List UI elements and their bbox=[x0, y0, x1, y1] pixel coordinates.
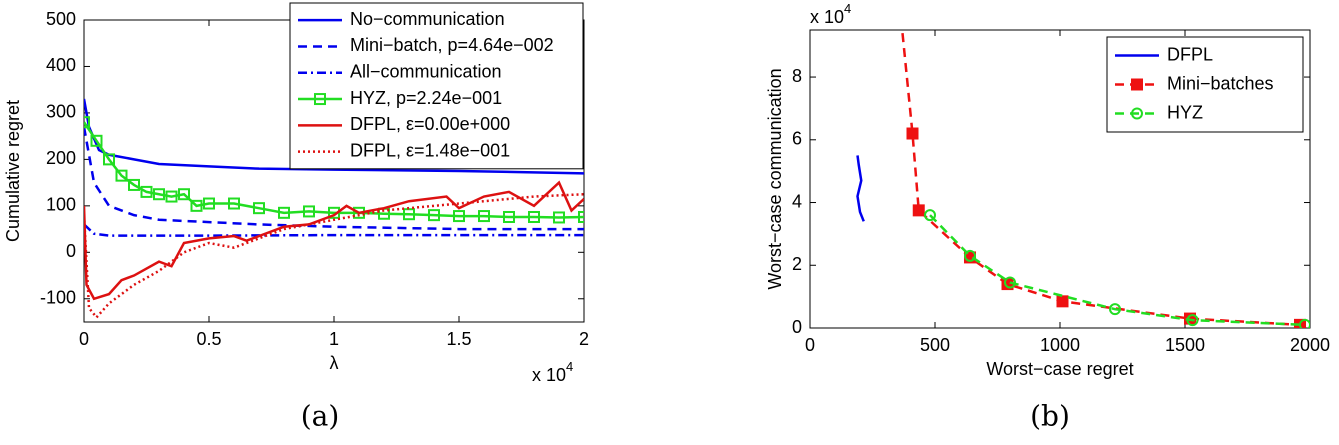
series-marker bbox=[278, 206, 290, 219]
legend-marker bbox=[314, 93, 326, 106]
series-marker bbox=[1299, 318, 1310, 328]
legend-label: No−communication bbox=[350, 9, 505, 29]
series-marker bbox=[303, 205, 315, 218]
series-marker bbox=[964, 249, 976, 262]
caption: (a) bbox=[301, 400, 340, 433]
series-marker bbox=[1056, 295, 1069, 308]
y-tick-label: 8 bbox=[792, 66, 802, 86]
series-marker bbox=[912, 204, 925, 217]
scale-exponent: 4 bbox=[566, 359, 573, 374]
x-tick-label: 500 bbox=[920, 335, 950, 355]
series-marker bbox=[103, 153, 115, 166]
series-marker bbox=[906, 127, 919, 140]
legend-label: DFPL, ε=1.48e−001 bbox=[350, 140, 510, 160]
y-tick-label: 400 bbox=[46, 55, 76, 75]
series-marker bbox=[203, 197, 215, 210]
series-marker bbox=[1186, 314, 1199, 327]
series-marker bbox=[190, 199, 203, 212]
scale-exponent: 4 bbox=[844, 1, 851, 16]
x-tick-label: 2 bbox=[579, 329, 589, 349]
series-marker bbox=[115, 169, 128, 182]
y-tick-label: 2 bbox=[792, 254, 802, 274]
scale-base: x 10 bbox=[810, 7, 844, 27]
legend-label: HYZ, p=2.24e−001 bbox=[350, 88, 502, 108]
x-axis-label: Worst−case regret bbox=[986, 359, 1133, 379]
caption: (b) bbox=[1030, 400, 1070, 433]
x-tick-label: 1500 bbox=[1165, 335, 1205, 355]
series-marker bbox=[178, 188, 190, 201]
y-tick-label: 500 bbox=[46, 9, 76, 29]
y-axis-label: Cumulative regret bbox=[3, 100, 23, 242]
series-line bbox=[901, 33, 1301, 327]
series-line bbox=[84, 192, 584, 320]
legend-marker bbox=[1131, 107, 1143, 120]
x-axis-label: λ bbox=[330, 353, 339, 373]
y-tick-label: 200 bbox=[46, 148, 76, 168]
series-marker bbox=[153, 188, 165, 201]
series-line bbox=[84, 98, 584, 175]
legend-label: DFPL, ε=0.00e+000 bbox=[350, 114, 510, 134]
x-tick-label: 1 bbox=[329, 329, 339, 349]
y-tick-label: 300 bbox=[46, 102, 76, 122]
y-tick-label: 0 bbox=[792, 317, 802, 337]
scale-base: x 10 bbox=[532, 365, 566, 385]
y-tick-label: 0 bbox=[66, 241, 76, 261]
series-marker bbox=[453, 210, 465, 223]
y-axis-label: Worst−case communication bbox=[765, 68, 785, 289]
x-tick-label: 2000 bbox=[1290, 335, 1330, 355]
series-marker bbox=[503, 210, 515, 223]
series-marker bbox=[253, 202, 265, 215]
series-line bbox=[84, 223, 584, 237]
legend-label: All−communication bbox=[350, 62, 502, 82]
legend-label: Mini−batch, p=4.64e−002 bbox=[350, 35, 554, 55]
legend-label: DFPL bbox=[1167, 44, 1213, 64]
series-marker bbox=[924, 209, 936, 222]
scale-label: x 104 bbox=[532, 359, 573, 384]
y-tick-label: 100 bbox=[46, 195, 76, 215]
plot-series bbox=[84, 98, 584, 320]
legend-label: HYZ bbox=[1167, 102, 1203, 122]
x-tick-label: 0.5 bbox=[196, 329, 221, 349]
series-marker bbox=[165, 190, 178, 203]
x-tick-label: 0 bbox=[79, 329, 89, 349]
series-marker bbox=[553, 211, 565, 224]
series-marker bbox=[140, 185, 153, 198]
y-tick-label: 6 bbox=[792, 129, 802, 149]
series-marker bbox=[1004, 276, 1016, 289]
legend-box bbox=[289, 2, 584, 170]
series-marker bbox=[478, 210, 490, 223]
y-tick-label: -100 bbox=[40, 288, 76, 308]
series-marker bbox=[84, 116, 90, 129]
x-tick-label: 0 bbox=[805, 335, 815, 355]
series-marker bbox=[228, 197, 240, 210]
y-tick-label: 4 bbox=[792, 191, 802, 211]
series-line bbox=[856, 155, 865, 222]
series-marker bbox=[128, 178, 140, 191]
series-line bbox=[929, 214, 1306, 327]
series-marker bbox=[578, 210, 584, 223]
series-marker bbox=[428, 209, 440, 222]
series-marker bbox=[90, 134, 103, 147]
legend-marker bbox=[1131, 78, 1143, 91]
x-tick-label: 1000 bbox=[1040, 335, 1080, 355]
scale-label: x 104 bbox=[810, 1, 851, 26]
series-marker bbox=[1109, 303, 1121, 316]
series-marker bbox=[528, 210, 540, 223]
plot-series bbox=[856, 33, 1310, 328]
legend-label: Mini−batches bbox=[1167, 73, 1274, 93]
x-tick-label: 1.5 bbox=[446, 329, 471, 349]
